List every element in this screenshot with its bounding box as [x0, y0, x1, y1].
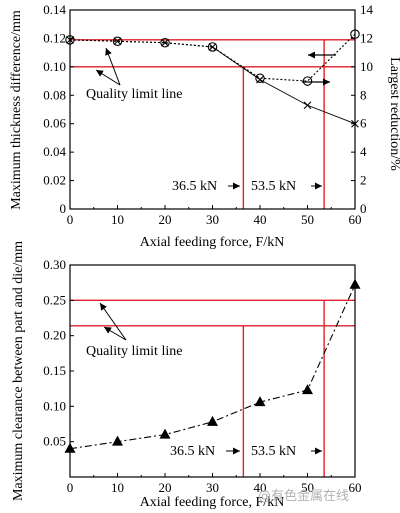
force-label-53: 53.5 kN — [251, 179, 296, 194]
x-axis-label: Axial feeding force, F/kN — [140, 495, 285, 510]
x-tick-label: 60 — [349, 480, 362, 495]
x-tick-label: 60 — [349, 212, 362, 227]
quality-limit-annotation: Quality limit line — [86, 344, 182, 359]
watermark: @有色金属在线 — [258, 488, 349, 504]
axis-ticks: 0 10 20 30 40 50 60 0.05 0.10 0.15 0.20 0.25 0.30 — [43, 257, 361, 495]
y2-tick-label: 8 — [360, 87, 367, 102]
quality-limit-arrow-upper — [99, 302, 127, 341]
x-tick-label: 0 — [67, 480, 74, 495]
force-label-53: 53.5 kN — [251, 444, 296, 459]
x-tick-label: 50 — [301, 480, 314, 495]
series-line — [212, 46, 356, 125]
data-point-cross — [208, 43, 217, 51]
y2-tick-label: 12 — [360, 30, 373, 45]
series-lines — [69, 33, 356, 125]
data-point-cross — [303, 101, 312, 110]
y-tick-label: 0.02 — [43, 173, 66, 188]
x-tick-label: 40 — [254, 480, 267, 495]
x-tick-label: 20 — [159, 480, 172, 495]
y-tick-label: 0.04 — [43, 144, 66, 159]
series-line — [69, 33, 356, 82]
y-tick-label: 0.30 — [43, 257, 66, 272]
y2-tick-label: 4 — [360, 144, 367, 159]
quality-limit-arrow-lower — [103, 326, 127, 341]
limit-lines — [70, 39, 355, 209]
series-line — [69, 39, 213, 48]
y2-tick-label: 10 — [360, 59, 373, 74]
data-point-cross — [113, 37, 122, 46]
quality-limit-arrow-upper — [105, 47, 121, 86]
data-point-triangle — [159, 428, 171, 439]
y-axis-label: Maximum clearance between part and die/m… — [11, 241, 26, 501]
y-tick-label: 0.14 — [43, 2, 66, 17]
axis-ticks: 0 10 20 30 40 50 6000.020.040.060.080.100.120.… — [43, 2, 373, 227]
x-axis-label: Axial feeding force, F/kN — [140, 235, 285, 250]
limit-lines — [70, 299, 355, 477]
quality-limit-arrow-lower — [95, 69, 121, 86]
y2-axis-label: Largest reduction/% — [387, 57, 400, 171]
data-point-circle — [112, 36, 123, 47]
y-tick-label: 0.20 — [43, 328, 66, 343]
data-point-circle — [207, 42, 218, 52]
x-tick-label: 30 — [206, 480, 219, 495]
x-tick-label: 0 — [67, 212, 74, 227]
data-point-cross — [161, 38, 169, 47]
y-tick-label: 0.08 — [43, 87, 66, 102]
x-tick-label: 30 — [206, 212, 219, 227]
thickness-reduction-chart: 0 10 20 30 40 50 6000.020.040.060.080.100.120.… — [9, 2, 400, 250]
y-tick-label: 0.10 — [43, 59, 66, 74]
data-point-circle — [160, 37, 170, 48]
clearance-chart: 0 10 20 30 40 50 60 0.05 0.10 0.15 0.20 0.25 0.30 Ax… — [11, 241, 362, 510]
y-tick-label: 0.05 — [43, 434, 66, 449]
y2-tick-label: 6 — [360, 116, 367, 131]
data-point-triangle — [302, 384, 313, 395]
data-point-cross — [256, 75, 264, 84]
data-point-triangle — [254, 396, 266, 407]
data-point-circle — [255, 73, 265, 83]
x-tick-label: 40 — [254, 212, 267, 227]
data-point-triangle — [207, 415, 218, 426]
y2-tick-label: 0 — [360, 201, 367, 216]
y-tick-label: 0.10 — [43, 398, 66, 413]
force-label-36: 36.5 kN — [172, 179, 217, 194]
data-point-circle — [302, 76, 313, 86]
force-label-36: 36.5 kN — [170, 444, 215, 459]
x-tick-label: 10 — [111, 212, 124, 227]
y-axis-label: Maximum thickness difference/mm — [9, 10, 24, 210]
y-tick-label: 0.15 — [43, 363, 66, 378]
x-tick-label: 20 — [159, 212, 172, 227]
y-tick-label: 0 — [60, 201, 67, 216]
data-point-triangle — [112, 435, 123, 446]
x-tick-label: 50 — [301, 212, 314, 227]
y2-tick-label: 2 — [360, 173, 367, 188]
y-tick-label: 0.25 — [43, 292, 66, 307]
y2-tick-label: 14 — [360, 2, 374, 17]
y-tick-label: 0.12 — [43, 30, 66, 45]
x-tick-label: 10 — [111, 480, 124, 495]
quality-limit-annotation: Quality limit line — [86, 87, 182, 102]
y-tick-label: 0.06 — [43, 116, 66, 131]
series-markers — [64, 278, 361, 453]
